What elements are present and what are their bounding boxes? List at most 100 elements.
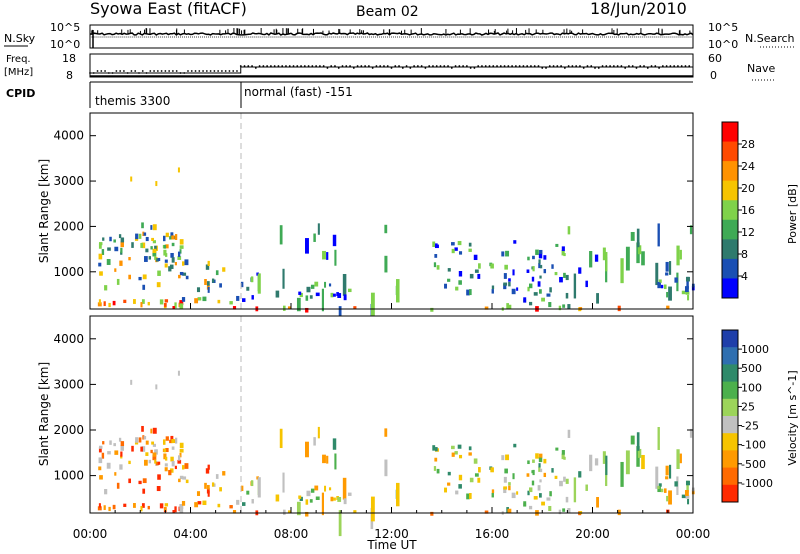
nsearch-dot <box>145 36 147 38</box>
velocity-cell <box>384 459 388 477</box>
power-cell <box>179 271 184 276</box>
velocity-cell <box>165 436 169 441</box>
colorbar-swatch <box>722 330 738 348</box>
nsearch-dot <box>656 36 658 38</box>
nsearch-dot <box>547 36 549 38</box>
velocity-cell <box>505 454 510 461</box>
velocity-cell <box>447 471 451 476</box>
nave-dot <box>100 70 103 72</box>
velocity-cell <box>332 438 337 450</box>
nave-dot <box>360 65 363 67</box>
nave-dot <box>281 65 284 67</box>
nsearch-dot <box>95 36 97 38</box>
power-cell <box>565 274 569 281</box>
nave-dot <box>545 67 547 69</box>
nsearch-dot <box>680 36 682 38</box>
power-cell <box>505 250 510 257</box>
velocity-cell <box>338 510 342 537</box>
power-cell <box>596 293 599 304</box>
velocity-cell <box>562 508 566 512</box>
nsearch-dot <box>457 36 459 38</box>
velocity-cell <box>658 483 662 487</box>
nave-dot <box>236 70 238 72</box>
velocity-cell <box>116 482 120 489</box>
nave-dot <box>560 65 562 67</box>
power-cell <box>287 306 291 310</box>
nsearch-dot <box>133 36 135 38</box>
power-cell <box>282 305 286 311</box>
power-cell <box>207 260 210 266</box>
nsearch-dot <box>495 36 497 38</box>
nsearch-dot <box>214 36 216 38</box>
nsearch-dot <box>493 36 495 38</box>
power-cell <box>503 282 508 286</box>
nave-dot <box>266 65 269 67</box>
nsearch-dot <box>264 36 266 38</box>
colorbar-swatch <box>722 416 738 434</box>
nsearch-dot <box>606 36 608 38</box>
velocity-cell <box>299 496 303 501</box>
nsearch-dot <box>280 36 282 38</box>
power-cell <box>543 255 547 260</box>
nave-dot <box>646 67 649 69</box>
time-x-axis: 00:00 04:00 08:00 12:00 16:00 20:00 00:00 <box>73 303 710 541</box>
velocity-cell <box>154 449 157 454</box>
velocity-cell <box>477 477 481 483</box>
nsearch-dot <box>129 36 131 38</box>
power-cell <box>548 302 552 308</box>
nsearch-dot <box>479 36 481 38</box>
nsearch-dot <box>362 36 364 38</box>
power-cell <box>523 297 527 303</box>
power-cell <box>246 286 250 291</box>
nsearch-label: N.Search <box>745 32 795 45</box>
nsearch-dot <box>471 36 473 38</box>
colorbar-swatch <box>722 450 738 469</box>
power-cell <box>179 239 184 245</box>
nsearch-dot <box>652 36 654 38</box>
freq-tick-top: 18 <box>62 52 76 65</box>
power-cell <box>674 277 678 283</box>
velocity-cell <box>674 481 678 487</box>
nave-dot <box>96 70 99 72</box>
power-cell <box>279 225 283 245</box>
velocity-cell <box>561 450 565 455</box>
nsearch-dot <box>662 36 664 38</box>
velocity-cell <box>435 447 438 452</box>
colorbar-swatch <box>722 398 738 417</box>
velocity-cell <box>138 437 142 443</box>
nsearch-dot <box>310 36 312 38</box>
nsearch-dot <box>555 36 557 38</box>
velocity-cell <box>508 482 511 486</box>
nsearch-dot <box>642 36 644 38</box>
nave-dot <box>224 70 227 72</box>
power-cell <box>163 235 166 242</box>
velocity-cell <box>128 460 131 465</box>
nsearch-dot <box>226 36 228 38</box>
nsearch-dot <box>334 36 336 38</box>
nsearch-dot <box>312 36 314 38</box>
velocity-cell <box>309 499 313 503</box>
velocity-cell <box>145 440 149 445</box>
velocity-cell <box>516 491 519 495</box>
velocity-cell <box>617 509 621 516</box>
velocity-cell <box>501 455 505 461</box>
nsearch-dot <box>640 36 642 38</box>
power-cell <box>165 244 169 249</box>
velocity-cell <box>539 479 542 483</box>
nsearch-dot <box>587 36 589 38</box>
power-cell <box>685 276 690 282</box>
nsearch-dot <box>399 36 401 38</box>
velocity-cell <box>154 459 157 464</box>
power-cell <box>657 282 661 289</box>
velocity-cell <box>112 504 116 510</box>
y-tick-label: 3000 <box>53 174 84 188</box>
velocity-cell <box>668 490 672 505</box>
velocity-cell <box>169 468 174 473</box>
velocity-cell <box>546 497 551 501</box>
velocity-cell <box>179 442 184 449</box>
nave-dot <box>575 65 578 67</box>
nave-dot <box>428 65 431 67</box>
nsearch-dot <box>139 36 141 38</box>
power-cell <box>620 258 624 284</box>
